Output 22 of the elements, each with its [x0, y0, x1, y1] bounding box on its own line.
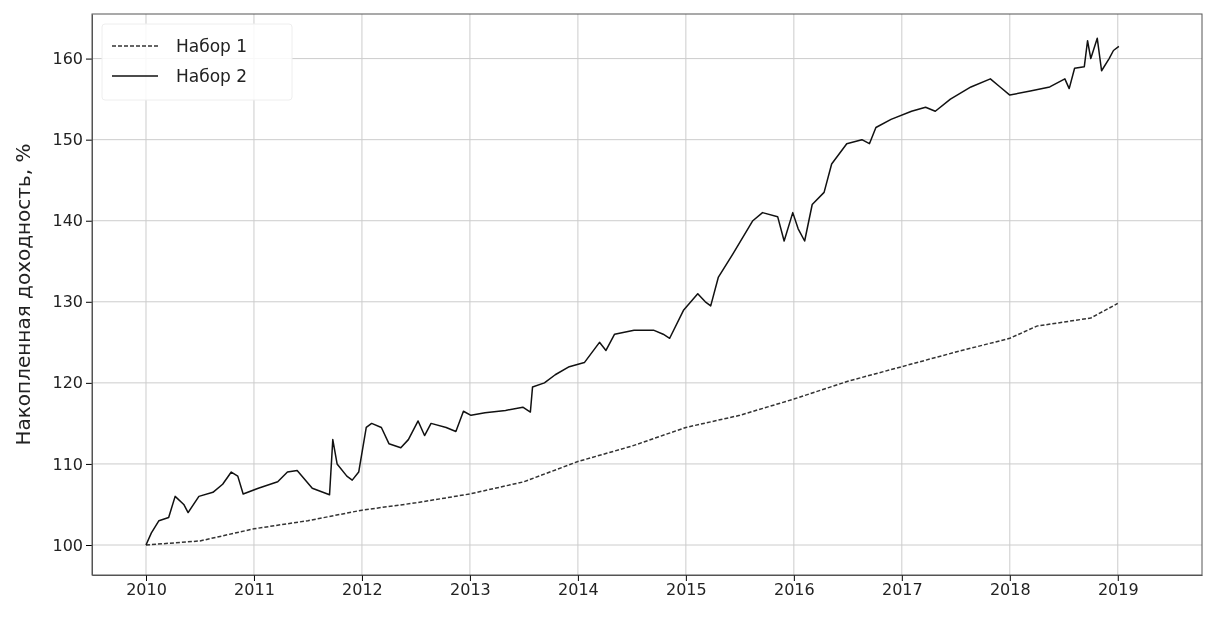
- x-tick-label: 2010: [126, 580, 167, 600]
- x-tick-label: 2012: [342, 580, 383, 600]
- line-series: [145, 37, 1120, 546]
- y-tick-label: 120: [52, 373, 83, 393]
- y-tick-label: 110: [52, 454, 83, 474]
- x-tick-label: 2014: [558, 580, 599, 600]
- x-tick-label: 2019: [1097, 580, 1139, 600]
- legend-label: Набор 1: [176, 36, 248, 56]
- y-tick-label: 160: [52, 49, 83, 69]
- x-tick-label: 2016: [773, 580, 815, 600]
- x-tick-label: 2018: [989, 580, 1031, 600]
- y-tick-label: 130: [52, 292, 83, 312]
- y-tick-label: 140: [52, 211, 83, 231]
- y-tick-label: 100: [52, 535, 83, 555]
- x-tick-label: 2013: [450, 580, 491, 600]
- x-tick-label: 2015: [666, 580, 707, 600]
- x-tick-label: 2017: [881, 580, 923, 600]
- line-series: [145, 302, 1119, 546]
- y-axis-title: Накопленная доходность, %: [11, 143, 35, 446]
- legend-label: Набор 2: [176, 66, 248, 86]
- y-tick-label: 150: [52, 130, 83, 150]
- x-tick-label: 2011: [234, 580, 275, 600]
